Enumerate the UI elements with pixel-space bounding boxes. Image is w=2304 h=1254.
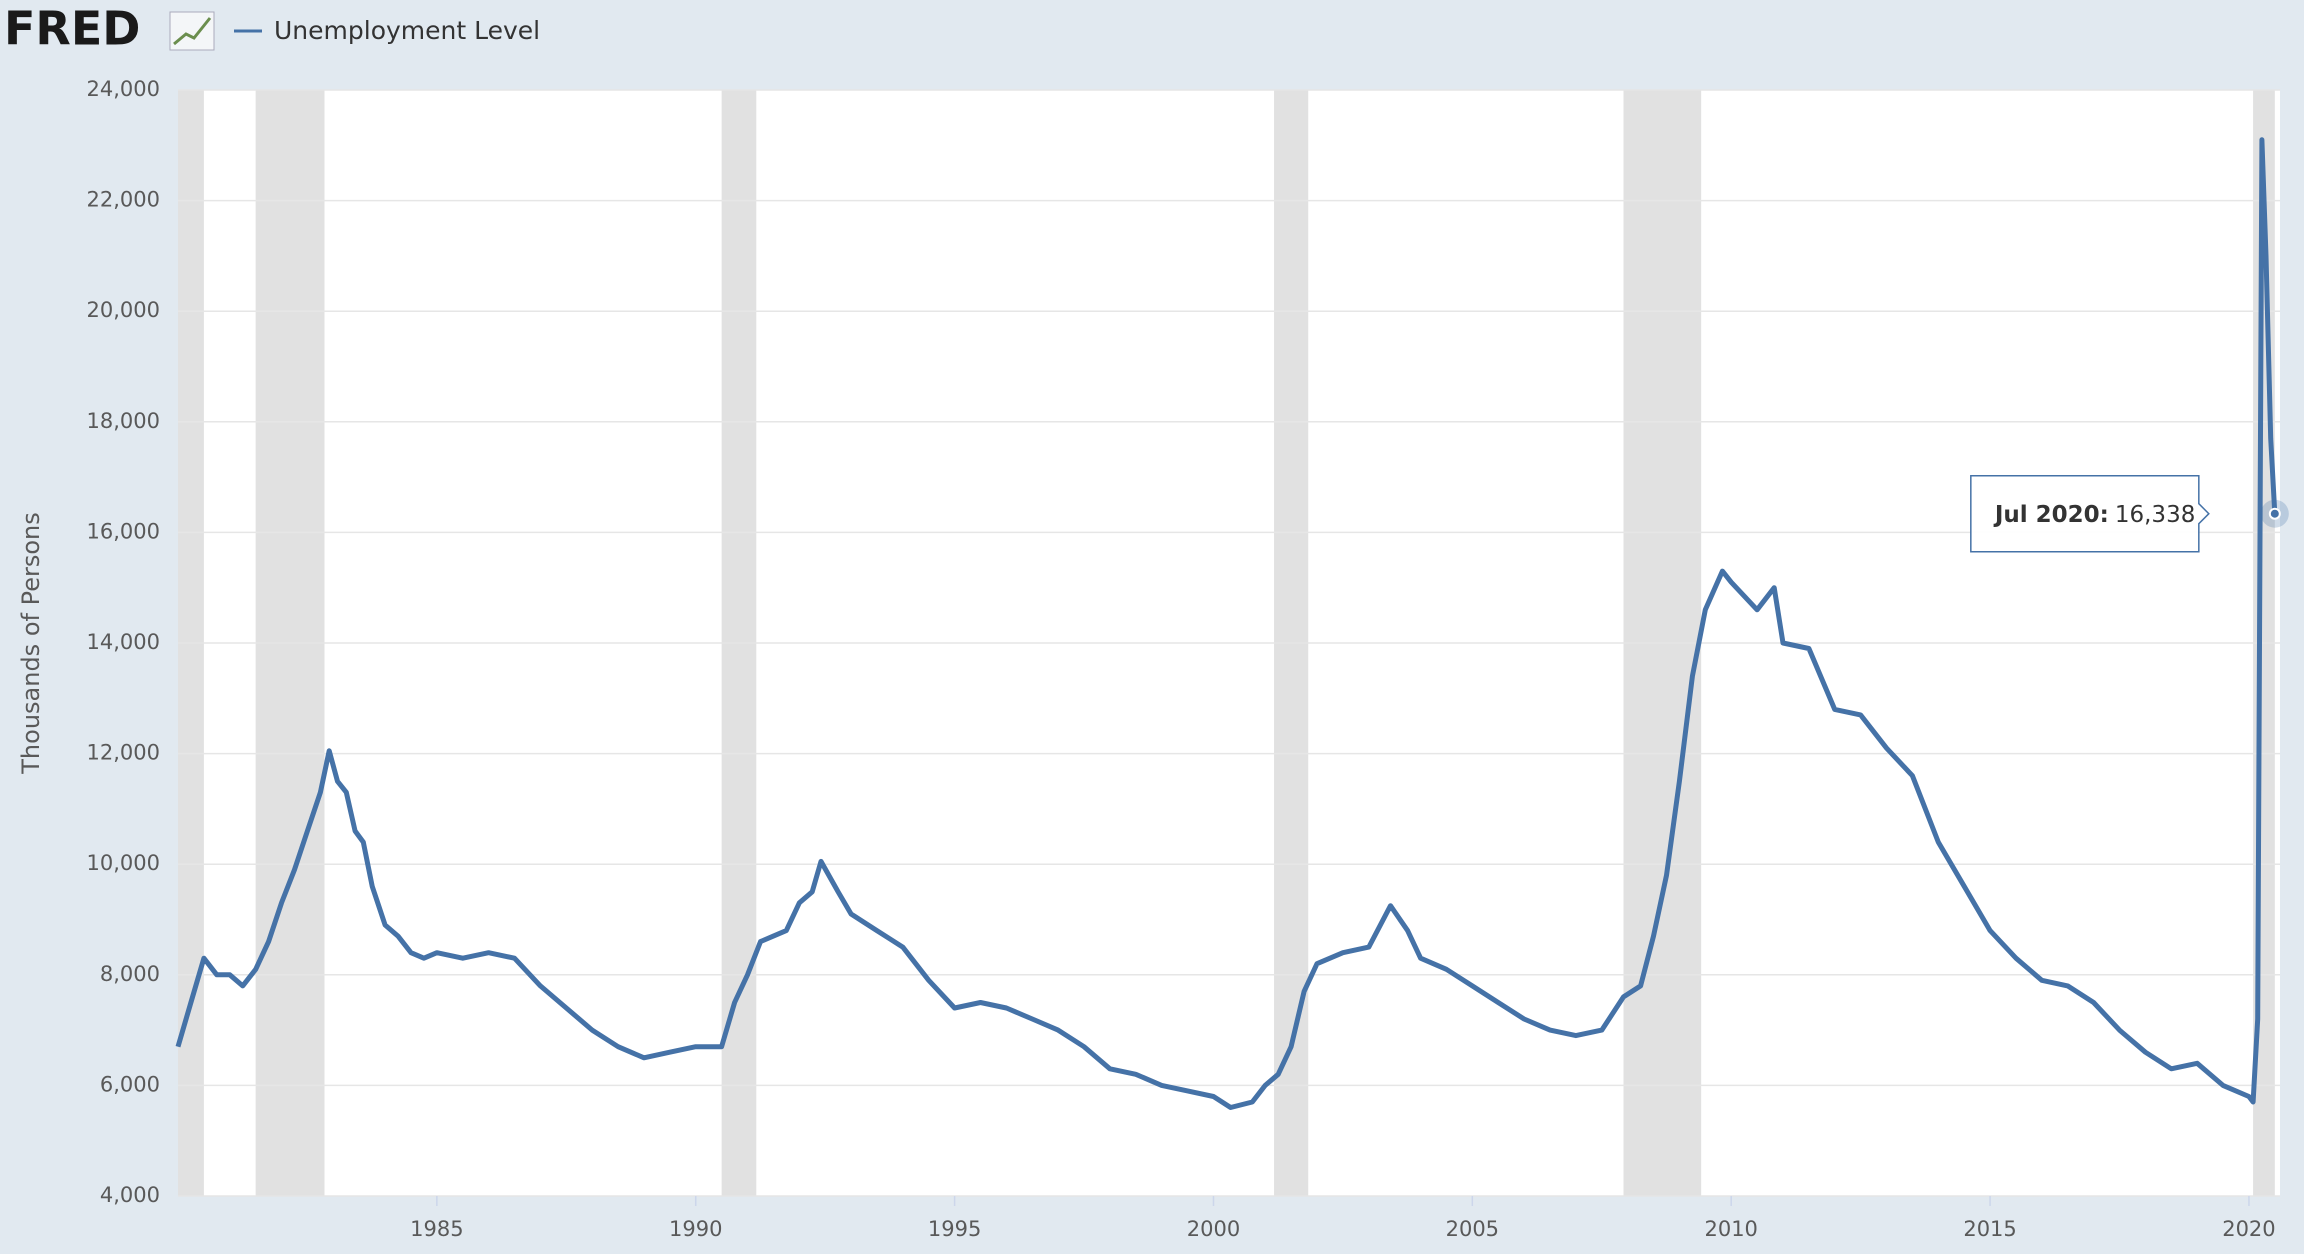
x-tick-label: 2005 [1446, 1217, 1499, 1241]
y-tick-label: 24,000 [87, 77, 160, 101]
y-tick-label: 4,000 [100, 1183, 160, 1207]
y-tick-label: 22,000 [87, 188, 160, 212]
tooltip-point [2268, 507, 2281, 520]
x-tick-label: 2010 [1704, 1217, 1757, 1241]
y-tick-label: 12,000 [87, 741, 160, 765]
x-tick-label: 2020 [2222, 1217, 2275, 1241]
tooltip-box [1970, 474, 2210, 553]
x-tick-label: 1995 [928, 1217, 981, 1241]
y-tick-label: 8,000 [100, 962, 160, 986]
tooltip-label: Jul 2020: [1993, 502, 2109, 528]
tooltip-value: 16,338 [2115, 502, 2195, 528]
y-tick-label: 18,000 [87, 409, 160, 433]
y-axis-label: Thousands of Persons [17, 512, 45, 774]
y-tick-label: 20,000 [87, 298, 160, 322]
x-tick-label: 2015 [1963, 1217, 2016, 1241]
logo: FRED [4, 2, 140, 56]
y-tick-label: 10,000 [87, 851, 160, 875]
x-tick-label: 1990 [669, 1217, 722, 1241]
legend-label: Unemployment Level [274, 16, 540, 45]
logo-icon [169, 11, 215, 51]
y-tick-label: 6,000 [100, 1072, 160, 1096]
x-tick-label: 1985 [410, 1217, 463, 1241]
y-tick-label: 14,000 [87, 630, 160, 654]
x-tick-label: 2000 [1187, 1217, 1240, 1241]
y-tick-label: 16,000 [87, 519, 160, 543]
data-line [175, 137, 2278, 1110]
